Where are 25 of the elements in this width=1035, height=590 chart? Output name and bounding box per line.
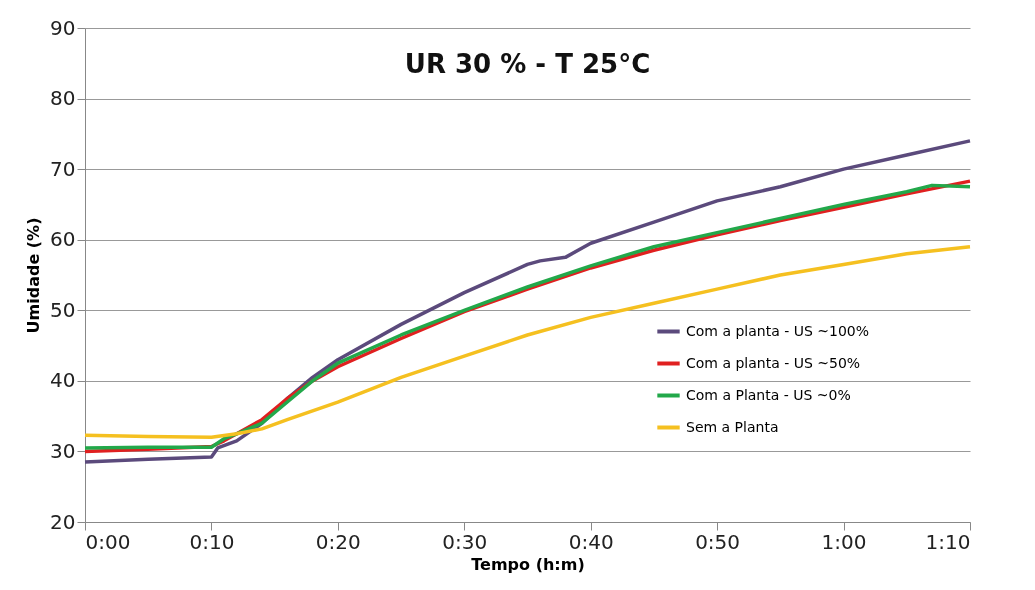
x-tick-label: 0:00 [85,529,131,554]
x-tick-label: 0:20 [315,529,361,554]
x-tick-label: 0:10 [189,529,235,554]
legend-label: Com a planta - US ~100% [686,322,870,339]
legend-label: Sem a Planta [686,418,779,435]
x-tick-label: 0:50 [695,529,741,554]
text: UR 30 % - T 25°C [404,49,651,79]
y-tick-label: 20 [50,509,76,534]
line-series [83,245,972,440]
x-tick-label: 1:00 [821,529,867,554]
y-tick-label: 80 [50,86,76,111]
y-tick-label: 90 [50,15,76,40]
x-tick-label: 0:40 [568,529,614,554]
legend-label: Com a Planta - US ~0% [686,386,851,403]
x-axis-title: Tempo (h:m) [471,554,585,574]
y-axis-title: Umidade (%) [24,217,44,334]
y-tick-label: 70 [50,156,76,181]
y-tick-label: 50 [50,297,76,322]
y-tick-label: 40 [50,368,76,393]
legend-label: Com a planta - US ~50% [686,354,861,371]
y-tick-label: 30 [50,438,76,463]
line-series [83,139,972,464]
x-tick-label: 1:10 [925,529,971,554]
y-tick-label: 60 [50,227,76,252]
x-tick-label: 0:30 [442,529,488,554]
